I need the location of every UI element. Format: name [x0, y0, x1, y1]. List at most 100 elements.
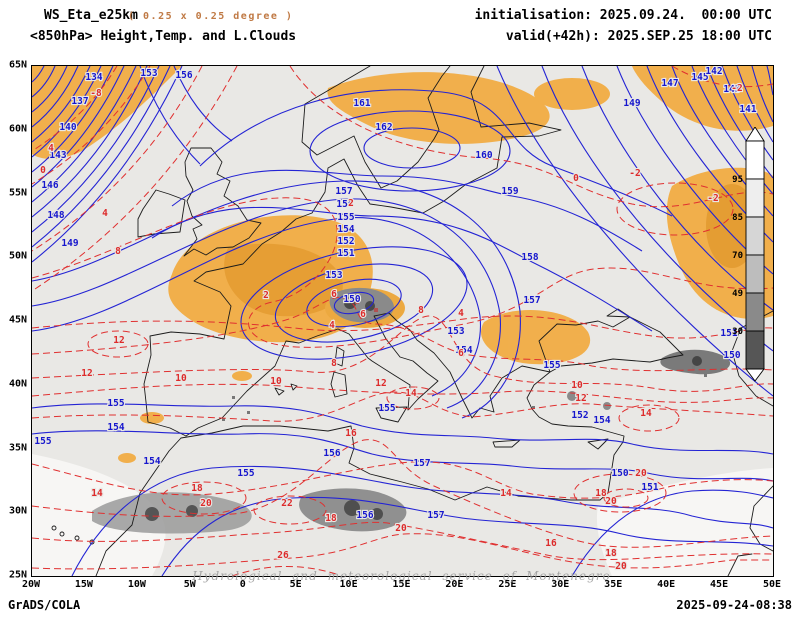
map-plot-area: 134 137 140 143 146 148 149 153 156 161 162 160 159 1…	[31, 65, 774, 577]
temp-contour-label: 2	[263, 290, 269, 301]
temp-contour-label: 14	[405, 388, 417, 399]
height-contour-label: 155	[34, 436, 51, 447]
height-contour-label: 155	[337, 212, 354, 223]
temperature-contours-layer	[32, 66, 773, 576]
colorbar-segment	[745, 178, 765, 218]
height-contour-label: 143	[49, 150, 66, 161]
grads-credit: GrADS/COLA	[8, 598, 81, 612]
lon-tick-label: 20W	[21, 579, 41, 590]
temp-contour-label: 26	[277, 550, 289, 561]
lat-tick-label: 35N	[8, 442, 27, 453]
height-contour-label: 150	[611, 468, 628, 479]
creation-timestamp: 2025-09-24-08:38	[676, 598, 792, 612]
lat-tick-label: 50N	[8, 250, 27, 262]
height-contour-label: 151	[720, 328, 737, 339]
lon-tick-label: 40E	[657, 579, 676, 590]
height-contour-label: 155	[378, 403, 395, 414]
height-contour-label: 154	[107, 422, 124, 433]
lon-tick-label: 50E	[762, 579, 782, 590]
height-contour-label: 145	[691, 72, 708, 83]
temp-contour-label: 6	[360, 309, 366, 320]
temp-contour-label: 8	[331, 358, 337, 369]
temp-contour-label: 8	[418, 305, 424, 316]
lon-tick-label: 5W	[183, 579, 196, 590]
temp-contour-label: -2	[707, 193, 718, 204]
lon-tick-label: 5E	[289, 579, 302, 590]
lon-tick-label: 15E	[392, 579, 411, 590]
height-contour-label: 157	[427, 510, 444, 521]
height-contour-label: 157	[335, 186, 352, 197]
lat-tick-label: 45N	[8, 314, 27, 326]
temp-contour-label: 20	[615, 561, 627, 572]
colorbar-arrow	[745, 127, 765, 142]
valid-time: valid(+42h): 2025.SEP.25 18:00 UTC	[505, 29, 772, 44]
height-contour-label: 153	[140, 68, 157, 79]
cloud-cover-colorbar: 95 85 70 49 30	[732, 127, 765, 382]
height-contour-label: 155	[543, 360, 560, 371]
lon-tick-label: 20E	[445, 579, 464, 590]
temp-contour-label: 10	[175, 373, 187, 384]
height-contour-label: 134	[85, 72, 102, 83]
colorbar-arrow	[745, 368, 765, 382]
temp-contour-label: 10	[571, 380, 583, 391]
temp-contour-label: 8	[115, 246, 121, 257]
watermark: Hydrological and meteorological service …	[192, 569, 611, 583]
temp-contour-label: 20	[605, 496, 617, 507]
temp-contour-label: 18	[325, 513, 337, 524]
temp-contour-label: 4	[48, 143, 54, 154]
height-contour-label: 158	[521, 252, 538, 263]
height-contour-label: 152	[337, 236, 354, 247]
lon-tick-label: 35E	[604, 579, 623, 590]
lat-tick-label: 25N	[8, 569, 27, 581]
colorbar-segment	[745, 292, 765, 332]
lon-tick-label: 15W	[74, 579, 93, 590]
temp-contour-label: 2	[348, 198, 354, 209]
temp-contour-label: 4	[329, 320, 335, 331]
height-contour-label: 148	[47, 210, 64, 221]
height-contour-label: 149	[623, 98, 640, 109]
temp-contour-label: 20	[200, 498, 212, 509]
height-contour-label: 146	[41, 180, 58, 191]
longitude-axis: 20W 15W 10W 5W 0 5E 10E 15E 20E 25E 30E 35E 40E 45E 50…	[22, 579, 781, 593]
height-contour-label: 155	[107, 398, 124, 409]
height-contour-label: 140	[59, 122, 76, 133]
temp-contour-label: 12	[575, 393, 586, 404]
colorbar-segment	[745, 140, 765, 180]
colorbar-tick-label: 70	[732, 251, 743, 261]
temp-contour-label: -2	[731, 83, 742, 94]
lon-tick-label: 25E	[498, 579, 517, 590]
height-contour-label: 151	[337, 248, 354, 259]
lon-tick-label: 10W	[127, 579, 146, 590]
height-contour-label: 151	[641, 482, 658, 493]
height-contour-label: 157	[413, 458, 430, 469]
lon-tick-label: 0	[239, 579, 246, 590]
lat-tick-label: 40N	[8, 378, 27, 390]
temp-contour-label: 22	[281, 498, 292, 509]
temp-contour-label: 20	[395, 523, 407, 534]
temp-contour-label: 12	[375, 378, 386, 389]
temp-contour-label: -8	[90, 88, 102, 99]
height-contour-label: 147	[661, 78, 678, 89]
temp-contour-label: 4	[102, 208, 108, 219]
temp-contour-label: 4	[458, 308, 464, 319]
height-contour-label: 156	[175, 70, 192, 81]
height-contour-label: 149	[61, 238, 78, 249]
temp-contour-label: 14	[500, 488, 512, 499]
height-contour-label: 150	[723, 350, 740, 361]
height-contour-label: 153	[325, 270, 342, 281]
temp-contour-label: 20	[635, 468, 647, 479]
colorbar-segment	[745, 254, 765, 294]
height-contour-label: 154	[337, 224, 354, 235]
height-contour-label: 153	[447, 326, 464, 337]
lat-tick-label: 60N	[8, 123, 27, 135]
colorbar-tick-label: 30	[732, 327, 743, 337]
height-contour-label: 155	[237, 468, 254, 479]
height-contour-label: 141	[739, 104, 756, 115]
lat-tick-label: 65N	[8, 59, 27, 71]
temp-contour-label: 12	[113, 335, 124, 346]
height-contour-label: 150	[343, 294, 360, 305]
temp-contour-label: 6	[331, 289, 337, 300]
height-contour-label: 154	[143, 456, 160, 467]
colorbar-tick-label: 49	[732, 289, 743, 299]
